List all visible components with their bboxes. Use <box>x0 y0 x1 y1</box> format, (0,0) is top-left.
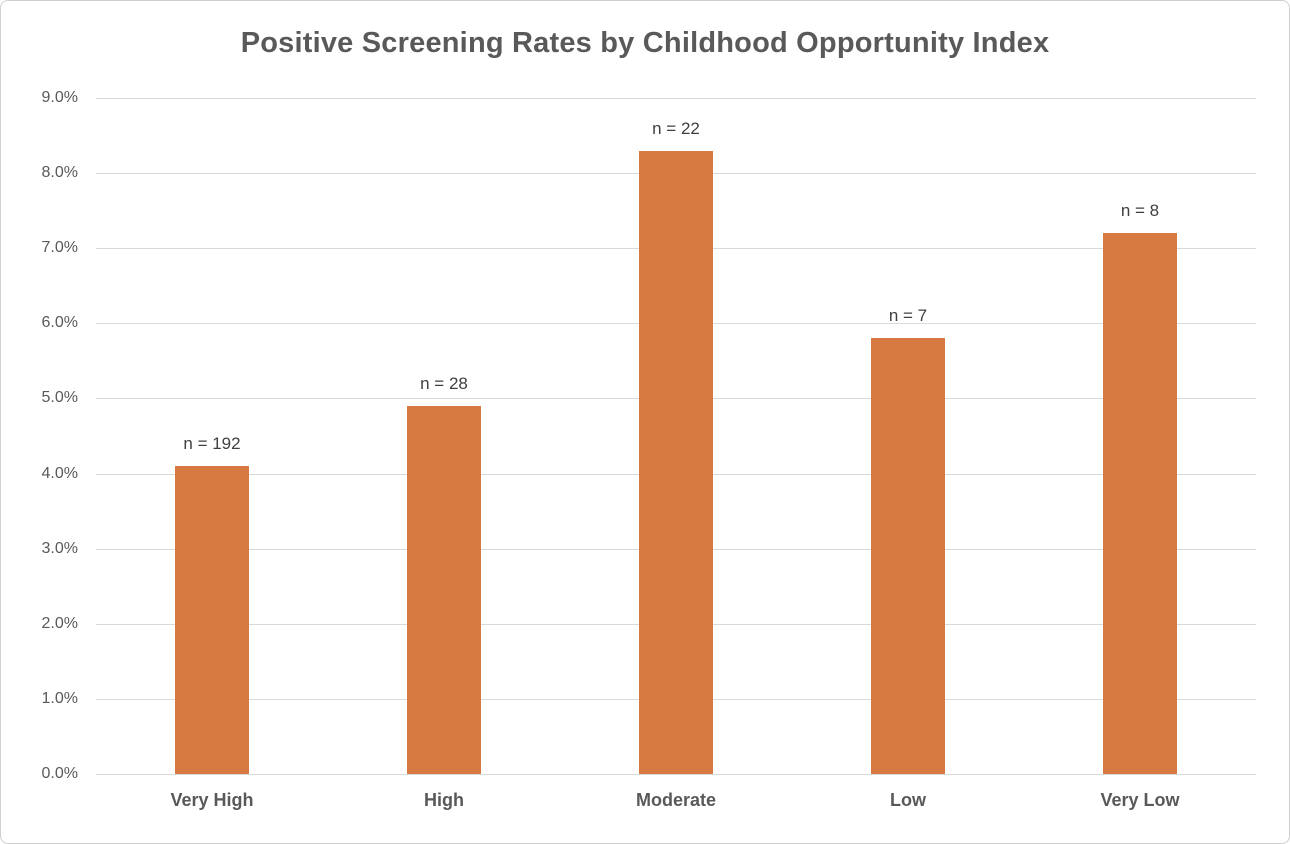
y-axis-tick-label: 8.0% <box>41 164 78 182</box>
bar-low <box>871 338 945 774</box>
y-axis-tick-label: 0.0% <box>41 765 78 782</box>
y-axis-tick-label: 6.0% <box>41 314 78 332</box>
bar-high <box>407 405 481 774</box>
bar-very-high <box>175 466 249 774</box>
y-axis-tick-label: 9.0% <box>41 89 78 106</box>
bar-data-label: n = 8 <box>1120 201 1160 221</box>
chart-title: Positive Screening Rates by Childhood Op… <box>240 27 1050 59</box>
gridline <box>96 98 1256 99</box>
bar-data-label: n = 7 <box>888 306 928 326</box>
x-axis-tick-label: Low <box>890 790 926 810</box>
y-axis-tick-label: 2.0% <box>41 614 78 632</box>
bar-moderate <box>639 150 713 774</box>
x-axis-tick-label: High <box>424 790 464 810</box>
x-axis-tick-label: Very High <box>170 790 254 810</box>
bar-very-low <box>1103 233 1177 774</box>
plot-area: 0.0% 1.0% 2.0% 3.0% 4.0% 5.0% 6.0% 7.0% 8.0% 9.0%… <box>42 89 1256 810</box>
bar-data-label: n = 22 <box>652 118 700 138</box>
bar-data-label: n = 28 <box>420 373 468 393</box>
x-axis-line <box>96 774 1256 775</box>
y-axis-tick-label: 3.0% <box>41 539 78 557</box>
x-axis-tick-label: Very Low <box>1100 790 1180 810</box>
y-axis-tick-label: 7.0% <box>41 239 78 257</box>
x-axis-tick-label: Moderate <box>635 790 717 810</box>
bar-data-label: n = 192 <box>183 434 241 454</box>
y-axis-tick-label: 5.0% <box>41 389 78 407</box>
y-axis-tick-label: 1.0% <box>41 689 78 707</box>
y-axis-tick-label: 4.0% <box>41 464 78 482</box>
